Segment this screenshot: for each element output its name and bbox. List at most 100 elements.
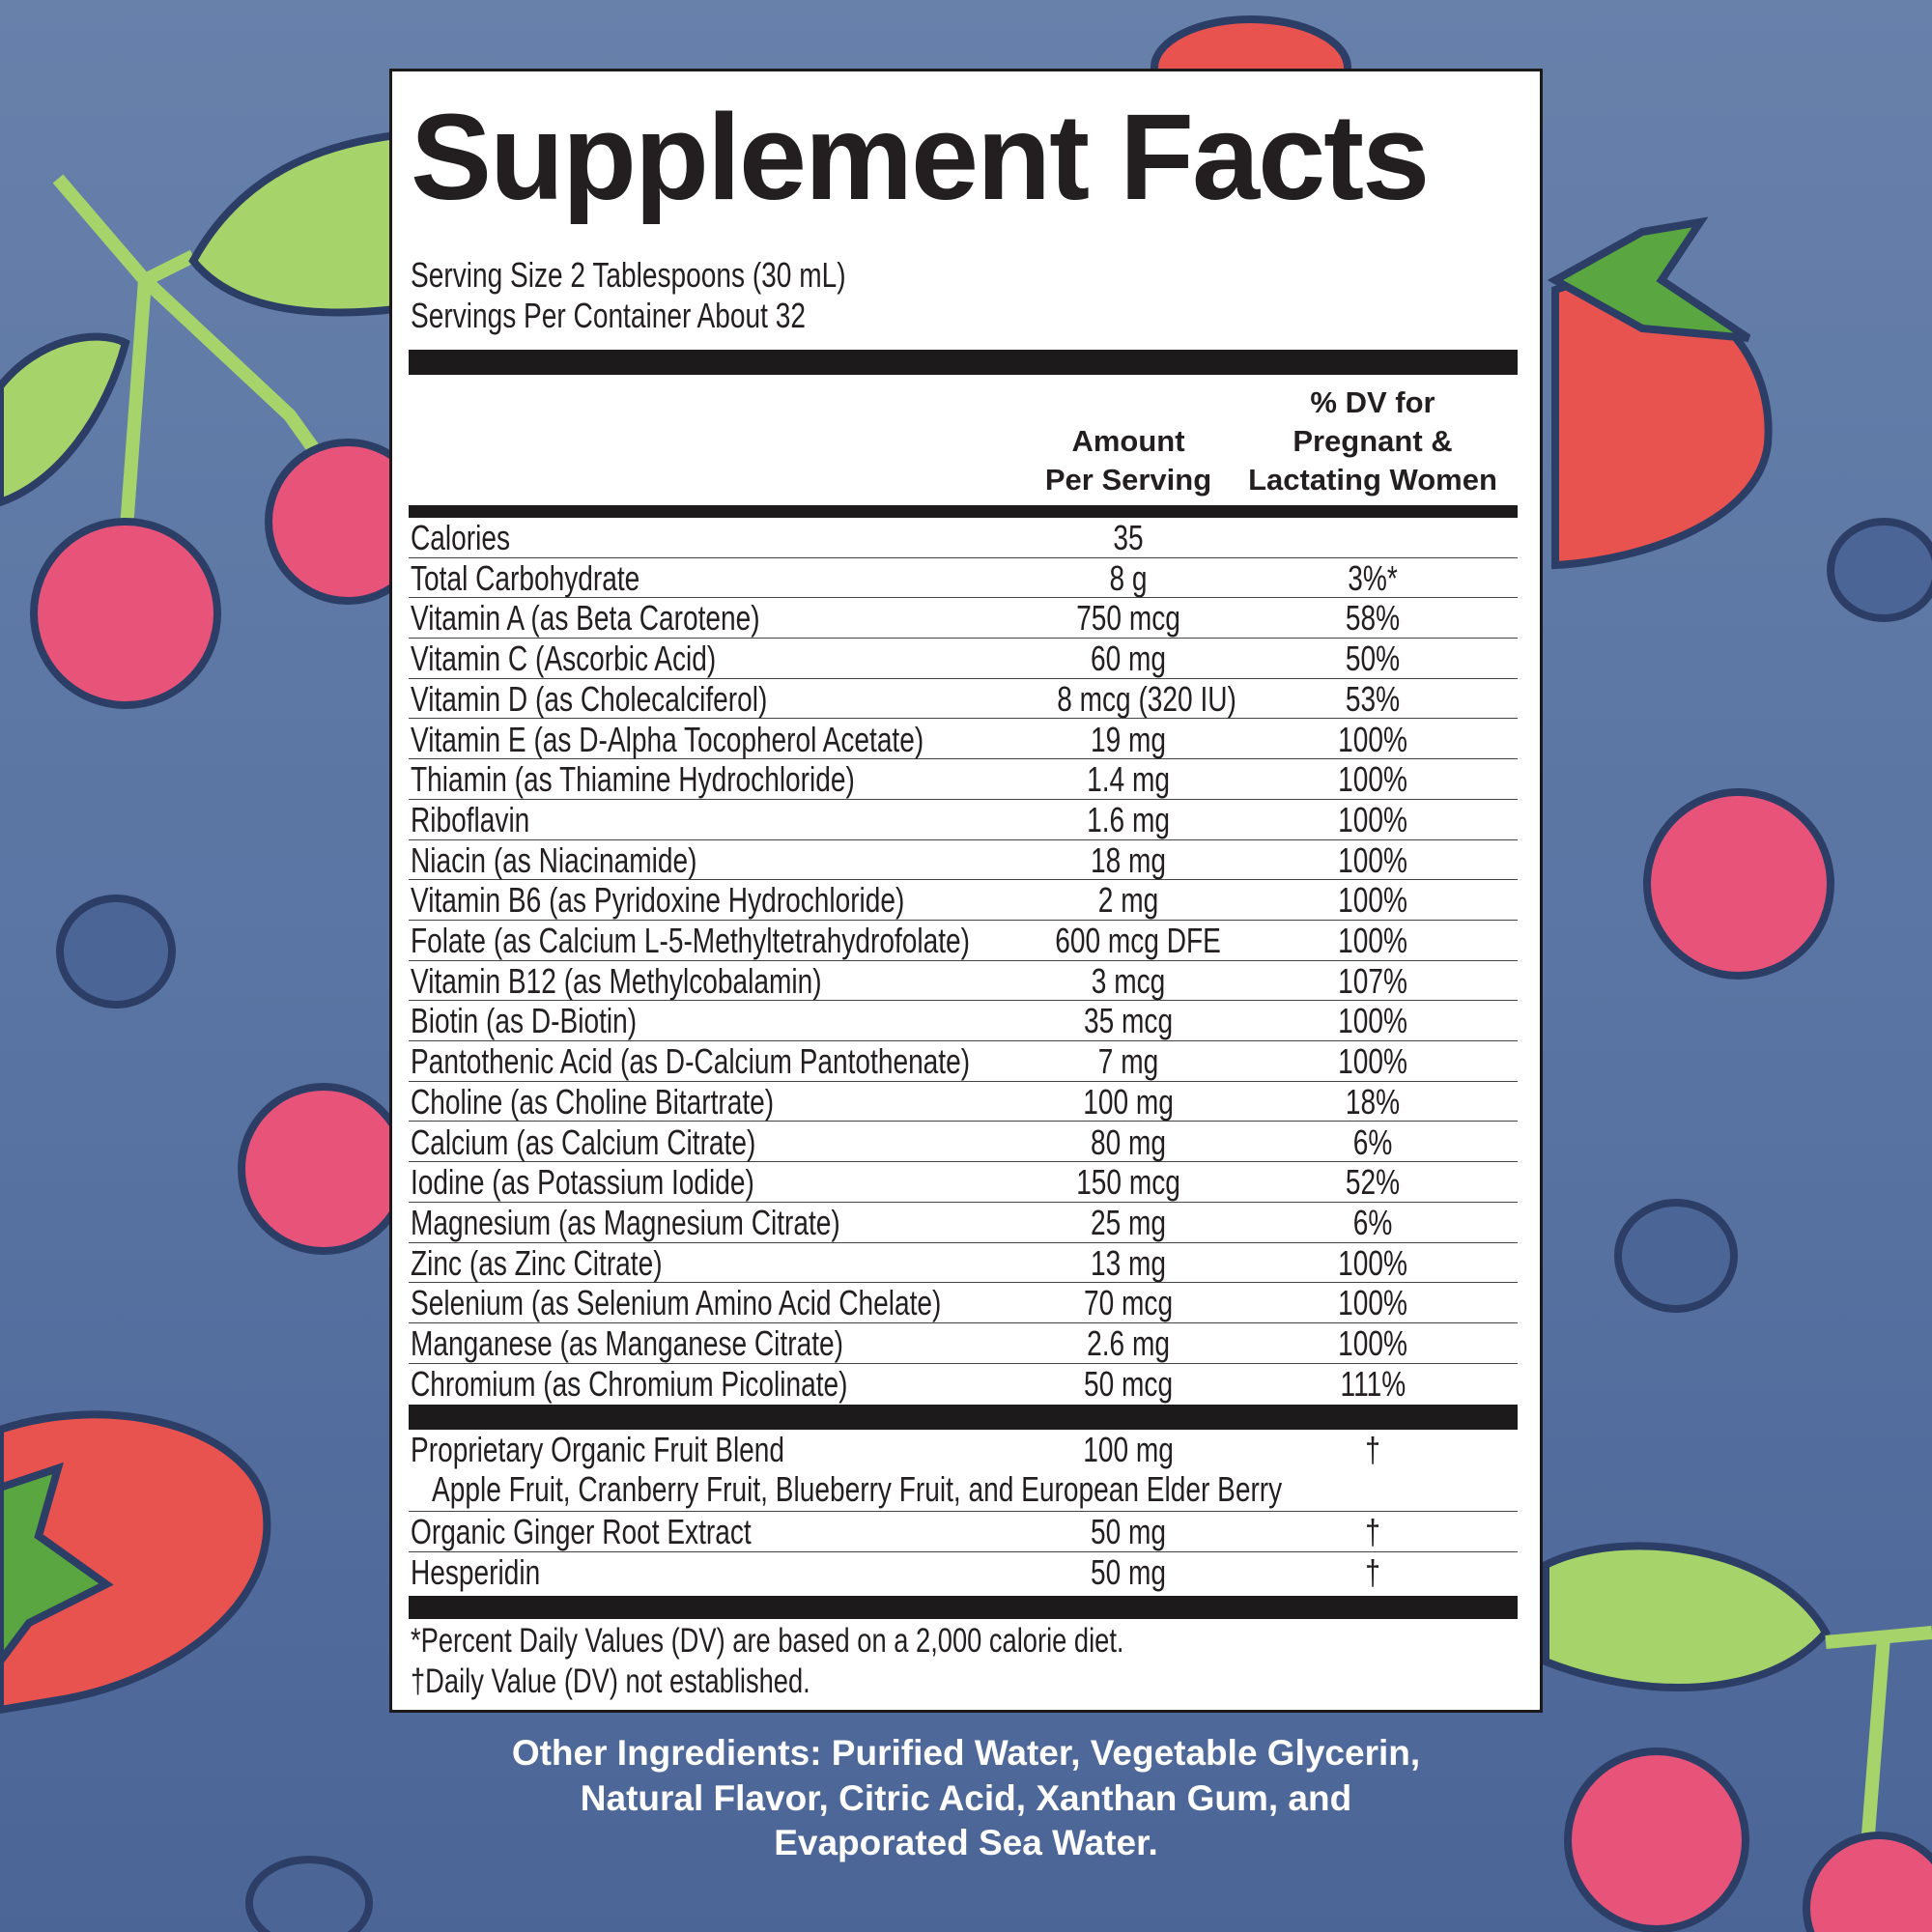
strawberry-right-leaves	[1547, 216, 1751, 342]
nutrient-amount: 70 mcg	[1083, 1283, 1174, 1323]
nutrient-amount: 1.4 mg	[1087, 759, 1170, 800]
nutrient-row: Zinc (as Zinc Citrate) 13 mg 100%	[409, 1243, 1518, 1284]
nutrient-row: Calories 35	[409, 518, 1518, 558]
nutrient-dv: 100%	[1338, 759, 1407, 800]
nutrient-amount: 1.6 mg	[1087, 799, 1170, 839]
nutrient-dv: 100%	[1338, 799, 1407, 839]
nutrient-name: Magnesium (as Magnesium Citrate)	[411, 1202, 840, 1242]
nutrient-row: Total Carbohydrate 8 g 3%*	[409, 558, 1518, 599]
nutrient-row: Vitamin A (as Beta Carotene) 750 mcg 58%	[409, 598, 1518, 639]
leaf-bottom-right	[1542, 1542, 1831, 1692]
amount-header: Amount Per Serving	[1044, 424, 1212, 497]
nutrient-name: Vitamin A (as Beta Carotene)	[411, 598, 760, 639]
nutrient-name: Vitamin D (as Cholecalciferol)	[411, 678, 768, 719]
nutrient-dv: 100%	[1338, 1001, 1407, 1041]
nutrient-row: Iodine (as Potassium Iodide) 150 mcg 52%	[409, 1162, 1518, 1203]
divider-thick	[409, 350, 1518, 375]
nutrient-amount: 100 mg	[1083, 1081, 1174, 1122]
nutrient-row: Manganese (as Manganese Citrate) 2.6 mg 10…	[409, 1323, 1518, 1364]
nutrient-name: Choline (as Choline Bitartrate)	[411, 1081, 775, 1122]
leaf-top-left	[188, 130, 400, 317]
nutrient-name: Manganese (as Manganese Citrate)	[411, 1323, 843, 1363]
nutrient-amount: 50 mg	[1090, 1512, 1167, 1551]
nutrient-dv: †	[1365, 1552, 1380, 1592]
other-ingredients-line: Natural Flavor, Citric Acid, Xanthan Gum…	[580, 1777, 1352, 1818]
nutrient-name: Thiamin (as Thiamine Hydrochloride)	[411, 759, 855, 800]
nutrient-row: Niacin (as Niacinamide) 18 mg 100%	[409, 840, 1518, 881]
nutrient-amount: 100 mg	[1083, 1430, 1174, 1469]
nutrient-dv: 100%	[1338, 1323, 1407, 1363]
nutrient-name: Vitamin E (as D-Alpha Tocopherol Acetate…	[411, 719, 924, 759]
nutrient-name: Hesperidin	[411, 1552, 541, 1592]
nutrient-amount: 80 mg	[1090, 1122, 1167, 1162]
strawberry-bottom-left	[0, 1410, 271, 1715]
nutrient-row: Vitamin B6 (as Pyridoxine Hydrochloride)…	[409, 880, 1518, 921]
nutrient-name: Total Carbohydrate	[411, 557, 640, 598]
footnote-dv: *Percent Daily Values (DV) are based on …	[411, 1622, 1124, 1660]
blend-ingredients: Apple Fruit, Cranberry Fruit, Blueberry …	[432, 1469, 1283, 1509]
nutrient-amount: 2.6 mg	[1087, 1323, 1170, 1363]
nutrient-name: Folate (as Calcium L-5-Methyltetrahydrof…	[411, 921, 970, 960]
nutrient-dv: 6%	[1352, 1202, 1393, 1242]
page-title: Supplement Facts	[411, 89, 1430, 225]
nutrient-dv: 107%	[1338, 960, 1407, 1001]
nutrient-dv: 100%	[1338, 1041, 1407, 1082]
nutrient-row: Magnesium (as Magnesium Citrate) 25 mg 6%	[409, 1203, 1518, 1243]
nutrient-dv: 111%	[1340, 1363, 1406, 1404]
nutrient-amount: 25 mg	[1090, 1202, 1167, 1242]
nutrient-dv: 100%	[1338, 719, 1407, 759]
nutrient-name: Pantothenic Acid (as D-Calcium Pantothen…	[411, 1041, 971, 1082]
nutrient-row: Folate (as Calcium L-5-Methyltetrahydrof…	[409, 921, 1518, 961]
nutrient-row: Thiamin (as Thiamine Hydrochloride) 1.4 m…	[409, 759, 1518, 800]
other-ingredients-line: Evaporated Sea Water.	[774, 1823, 1158, 1862]
nutrient-row: Vitamin E (as D-Alpha Tocopherol Acetate…	[409, 720, 1518, 760]
nutrient-name: Selenium (as Selenium Amino Acid Chelate…	[411, 1283, 942, 1323]
divider-thick	[409, 1405, 1518, 1430]
nutrient-name: Proprietary Organic Fruit Blend	[411, 1430, 785, 1469]
nutrient-dv: 50%	[1345, 639, 1401, 679]
divider-medium	[409, 505, 1518, 518]
nutrient-name: Calories	[411, 518, 510, 557]
nutrient-dv: 58%	[1345, 598, 1401, 639]
nutrient-amount: 35 mcg	[1083, 1001, 1174, 1041]
nutrient-name: Vitamin C (Ascorbic Acid)	[411, 639, 717, 679]
nutrient-row: Vitamin D (as Cholecalciferol) 8 mcg (320…	[409, 679, 1518, 720]
nutrient-amount: 35	[1113, 518, 1144, 557]
raspberry-bottom-right	[1564, 1747, 1749, 1932]
nutrient-row: Choline (as Choline Bitartrate) 100 mg 18%	[409, 1082, 1518, 1122]
nutrient-amount: 8 mcg (320 IU)	[1057, 678, 1236, 719]
raspberry-right	[1643, 788, 1834, 980]
other-ingredients-line: Other Ingredients: Purified Water, Veget…	[511, 1733, 1421, 1773]
nutrient-name: Vitamin B6 (as Pyridoxine Hydrochloride)	[411, 880, 905, 921]
extra-row: Hesperidin 50 mg †	[409, 1552, 1518, 1593]
blueberry-left	[56, 895, 176, 1009]
nutrient-row: Vitamin C (Ascorbic Acid) 60 mg 50%	[409, 639, 1518, 679]
nutrient-row: Pantothenic Acid (as D-Calcium Pantothen…	[409, 1041, 1518, 1082]
nutrient-amount: 3 mcg	[1091, 960, 1166, 1001]
nutrient-dv: 100%	[1338, 1242, 1407, 1283]
nutrient-name: Zinc (as Zinc Citrate)	[411, 1242, 663, 1283]
nutrient-amount: 18 mg	[1090, 839, 1167, 880]
blueberry-bottom-left	[245, 1856, 373, 1932]
strawberry-bottom-left-leaves	[0, 1462, 114, 1668]
nutrient-dv	[1276, 518, 1469, 558]
nutrient-amount: 50 mg	[1090, 1552, 1167, 1592]
nutrient-name: Calcium (as Calcium Citrate)	[411, 1122, 756, 1162]
nutrient-dv: 52%	[1345, 1162, 1401, 1203]
blueberry-right-mid	[1614, 1199, 1738, 1313]
serving-size: Serving Size 2 Tablespoons (30 mL)	[411, 255, 846, 295]
nutrient-row: Biotin (as D-Biotin) 35 mcg 100%	[409, 1001, 1518, 1042]
nutrient-dv: 53%	[1345, 678, 1401, 719]
raspberry-bottom-far-right	[1803, 1832, 1932, 1932]
nutrient-amount: 750 mcg	[1076, 598, 1180, 639]
nutrient-amount: 19 mg	[1090, 719, 1167, 759]
nutrient-row: Calcium (as Calcium Citrate) 80 mg 6%	[409, 1122, 1518, 1163]
nutrient-name: Vitamin B12 (as Methylcobalamin)	[411, 960, 822, 1001]
nutrient-dv: 100%	[1338, 880, 1407, 921]
nutrient-amount: 50 mcg	[1083, 1363, 1174, 1404]
nutrient-name: Riboflavin	[411, 799, 530, 839]
nutrient-amount: 600 mcg DFE	[1055, 921, 1221, 960]
nutrient-amount: 60 mg	[1090, 639, 1167, 679]
nutrient-dv: 6%	[1352, 1122, 1393, 1162]
nutrient-name: Biotin (as D-Biotin)	[411, 1001, 638, 1041]
